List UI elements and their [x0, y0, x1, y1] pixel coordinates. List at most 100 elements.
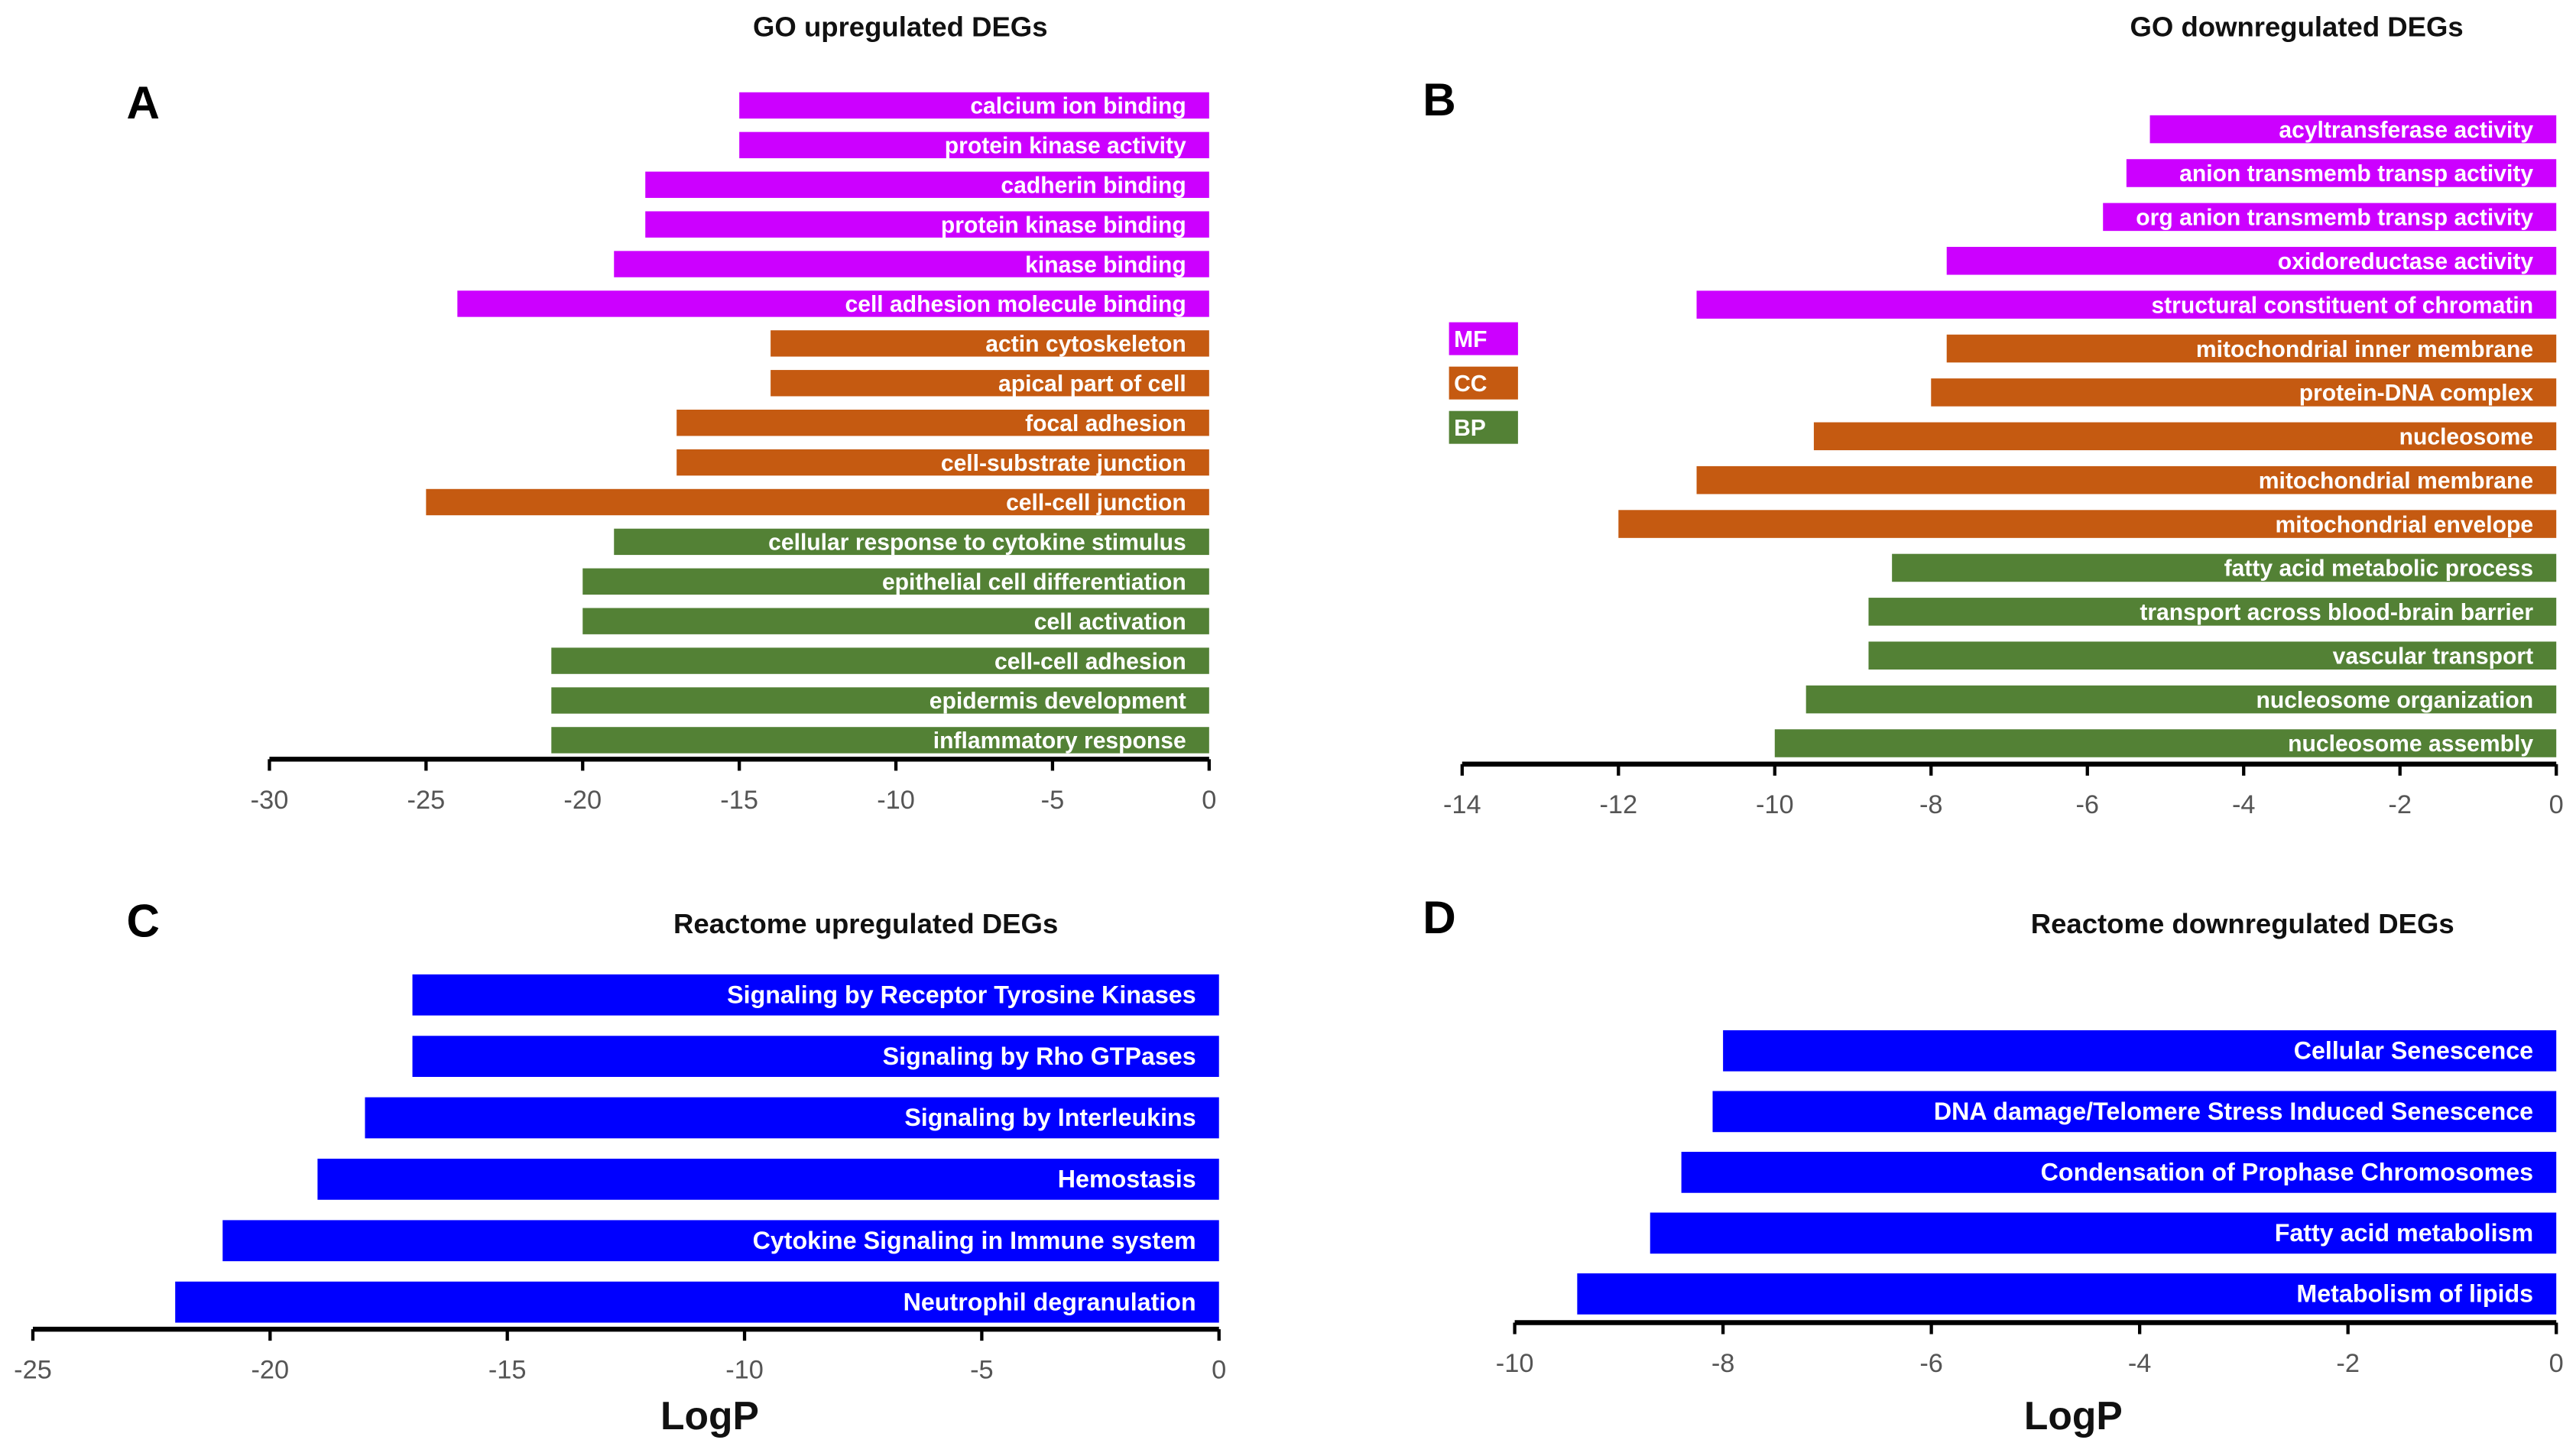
- x-tick-label: -20: [563, 786, 602, 815]
- bar: [426, 488, 1209, 516]
- bar-label: fatty acid metabolic process: [2224, 556, 2534, 582]
- bar-label: mitochondrial envelope: [2276, 512, 2534, 537]
- x-tick-label: -4: [2232, 790, 2256, 819]
- bar: [1577, 1273, 2557, 1315]
- bar-label: Signaling by Interleukins: [904, 1104, 1196, 1131]
- bar-label: protein-DNA complex: [2299, 381, 2534, 406]
- bar: [771, 370, 1209, 397]
- x-tick-label: -10: [877, 786, 915, 815]
- bar-label: Condensation of Prophase Chromosomes: [2041, 1159, 2533, 1186]
- chart-title-C: Reactome upregulated DEGs: [673, 908, 1058, 939]
- bar-label: protein kinase activity: [945, 134, 1186, 159]
- bar: [2149, 115, 2557, 144]
- bar-label: cadherin binding: [1001, 173, 1186, 198]
- bar: [222, 1220, 1219, 1262]
- bar-label: protein kinase binding: [941, 212, 1186, 238]
- bar-label: nucleosome organization: [2256, 688, 2533, 713]
- bar: [1931, 378, 2557, 407]
- bar: [771, 330, 1209, 357]
- panel-letter-B: B: [1423, 74, 1455, 125]
- bar: [1681, 1152, 2557, 1193]
- bar-label: acyltransferase activity: [2279, 118, 2533, 143]
- bar: [175, 1281, 1219, 1323]
- bar-label: focal adhesion: [1025, 411, 1186, 436]
- x-tick-label: -8: [1919, 790, 1943, 819]
- panel-letter-C: C: [126, 895, 159, 946]
- x-tick-label: -5: [1041, 786, 1065, 815]
- x-tick-label: -5: [970, 1356, 994, 1385]
- bar: [365, 1097, 1219, 1139]
- bar-label: epidermis development: [930, 689, 1186, 714]
- bar: [676, 409, 1209, 436]
- x-tick-label: -15: [720, 786, 758, 815]
- bar: [645, 211, 1209, 238]
- bar-label: transport across blood-brain barrier: [2140, 600, 2533, 625]
- bar: [1650, 1212, 2557, 1254]
- legend-label-cc: CC: [1454, 371, 1487, 397]
- x-tick-label: -10: [725, 1356, 764, 1385]
- bar-label: structural constituent of chromatin: [2151, 293, 2533, 318]
- chart-title-D: Reactome downregulated DEGs: [2031, 908, 2454, 939]
- bar: [2126, 159, 2557, 187]
- bar: [551, 727, 1209, 754]
- bar-label: cell-cell junction: [1006, 491, 1186, 516]
- bar: [1868, 641, 2557, 670]
- bar: [582, 608, 1209, 634]
- bar-label: Metabolism of lipids: [2296, 1280, 2533, 1308]
- panel-letter-A: A: [126, 77, 159, 128]
- x-tick-label: 0: [2549, 790, 2564, 819]
- bar: [614, 251, 1209, 277]
- x-tick-label: -20: [251, 1356, 289, 1385]
- x-axis-label: LogP: [660, 1393, 759, 1438]
- bar: [582, 568, 1209, 595]
- legend-label-mf: MF: [1454, 327, 1487, 352]
- bar: [1696, 290, 2557, 319]
- bar-label: anion transmemb transp activity: [2179, 161, 2533, 186]
- chart-title-A: GO upregulated DEGs: [753, 11, 1048, 43]
- bar: [739, 92, 1209, 119]
- bar: [1946, 246, 2557, 275]
- bar-label: Cytokine Signaling in Immune system: [753, 1227, 1196, 1254]
- bar: [1723, 1030, 2557, 1072]
- panel-letter-D: D: [1423, 892, 1455, 943]
- x-tick-label: -6: [2075, 790, 2099, 819]
- x-tick-label: -8: [1711, 1349, 1735, 1378]
- bar: [1892, 553, 2557, 582]
- bar-label: inflammatory response: [933, 728, 1186, 754]
- bar: [1618, 510, 2557, 538]
- x-tick-label: -10: [1756, 790, 1794, 819]
- bar-label: nucleosome assembly: [2288, 731, 2533, 757]
- x-axis-label: LogP: [2024, 1393, 2123, 1438]
- bar: [1712, 1091, 2557, 1133]
- bar: [1696, 465, 2557, 495]
- bar: [551, 647, 1209, 674]
- bar-label: calcium ion binding: [970, 94, 1186, 119]
- bar: [739, 131, 1209, 159]
- bar: [412, 1036, 1219, 1077]
- x-tick-label: -14: [1443, 790, 1481, 819]
- bar: [645, 171, 1209, 198]
- bar: [1813, 422, 2557, 451]
- x-tick-label: -6: [1919, 1349, 1943, 1378]
- bar-label: Cellular Senescence: [2294, 1037, 2533, 1065]
- bar-label: DNA damage/Telomere Stress Induced Senes…: [1934, 1098, 2533, 1125]
- bar-label: mitochondrial inner membrane: [2196, 337, 2533, 362]
- bar: [457, 290, 1209, 317]
- bar-label: cell adhesion molecule binding: [845, 292, 1186, 317]
- bar-label: kinase binding: [1025, 252, 1186, 277]
- bar-label: Hemostasis: [1058, 1166, 1196, 1193]
- bar-label: Signaling by Receptor Tyrosine Kinases: [727, 981, 1196, 1008]
- bar-label: mitochondrial membrane: [2259, 469, 2533, 494]
- x-tick-label: -15: [488, 1356, 527, 1385]
- bar-label: cellular response to cytokine stimulus: [768, 530, 1186, 556]
- bar: [676, 449, 1209, 476]
- bar-label: vascular transport: [2333, 644, 2533, 669]
- bar-label: oxidoreductase activity: [2278, 249, 2534, 274]
- bar: [317, 1159, 1219, 1200]
- bar-label: actin cytoskeleton: [985, 332, 1186, 357]
- bar-label: nucleosome: [2399, 425, 2534, 450]
- bar-label: epithelial cell differentiation: [882, 570, 1186, 595]
- bar: [2103, 203, 2557, 232]
- bar-label: Neutrophil degranulation: [904, 1288, 1196, 1315]
